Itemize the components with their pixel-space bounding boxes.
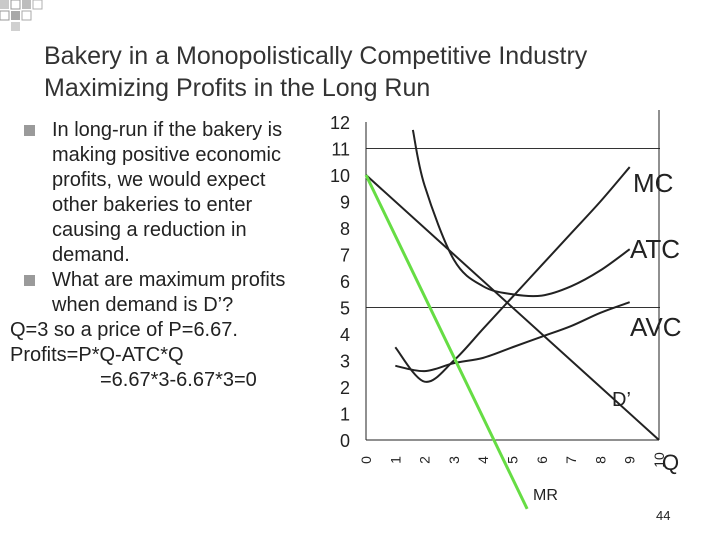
x-tick-label: 10 [651,452,667,468]
bullet-item-2-text: What are maximum profits when demand is … [52,269,286,316]
y-tick-label: 5 [340,299,350,319]
bullet-item-2: What are maximum profits when demand is … [10,268,310,318]
label-atc: ATC [630,234,680,264]
x-tick-label: 2 [417,456,433,464]
y-tick-label: 11 [331,140,350,160]
x-tick-label: 3 [446,456,462,464]
slide-corner-decoration [0,0,43,31]
curve-mr [364,174,529,510]
label-avc: AVC [630,312,682,342]
slide-number: 44 [656,508,671,523]
curve-mc [394,166,631,383]
x-tick-label: 4 [475,456,491,464]
y-tick-label: 9 [340,193,350,213]
curve-d [365,174,660,441]
square-bullet-icon [24,275,35,286]
y-tick-label: 12 [330,113,350,133]
curve-avc [395,301,631,373]
label-mc: MC [633,168,673,198]
answer-line-2: Profits=P*Q-ATC*Q [10,344,184,366]
x-tick-label: 6 [534,456,550,464]
bullet-item-1-text: In long-run if the bakery is making posi… [52,119,283,266]
answer-line-1: Q=3 so a price of P=6.67. [10,319,238,341]
title-line-2: Maximizing Profits in the Long Run [44,74,431,102]
x-tick-label: 1 [387,456,403,464]
x-tick-label: 9 [622,456,638,464]
bullet-item-1: In long-run if the bakery is making posi… [10,118,310,268]
y-tick-label: 4 [340,325,350,345]
label-d: D’ [612,389,631,411]
answer-line-3: =6.67*3-6.67*3=0 [100,369,257,391]
curve-atc [411,129,631,298]
y-tick-label: 7 [340,246,350,266]
y-tick-label: 2 [340,378,350,398]
slide-title: Bakery in a Monopolistically Competitive… [44,40,684,104]
square-bullet-icon [24,125,35,136]
x-tick-label: 5 [505,456,521,464]
x-axis-label: Q [662,450,679,475]
y-tick-label: 0 [340,431,350,451]
x-tick-label: 0 [358,456,374,464]
y-tick-label: 3 [340,352,350,372]
bullet-text-block: In long-run if the bakery is making posi… [10,118,310,393]
y-tick-label: 10 [330,166,350,186]
label-mr: MR [533,487,558,504]
y-tick-label: 8 [340,219,350,239]
title-line-1: Bakery in a Monopolistically Competitive… [44,42,588,70]
x-tick-label: 8 [592,456,608,464]
y-tick-label: 1 [340,405,350,425]
y-tick-label: 6 [340,272,350,292]
x-tick-label: 7 [563,456,579,464]
